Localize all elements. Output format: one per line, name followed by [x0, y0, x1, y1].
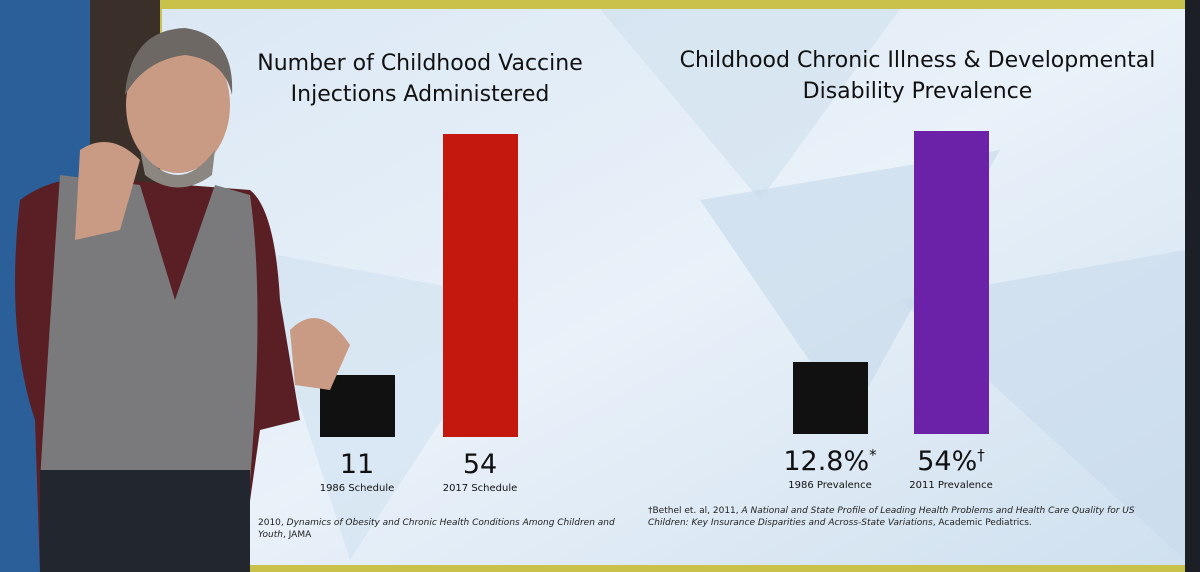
- value-label: 54%†: [881, 446, 1021, 477]
- footnote-part: Dynamics of Obesity and Chronic Health C…: [258, 518, 615, 540]
- footnote-part: , Academic Pediatrics.: [932, 518, 1032, 528]
- value-label: 12.8%*: [760, 446, 900, 477]
- chart-title: Number of Childhood Vaccine Injections A…: [257, 51, 583, 107]
- chart-title: Childhood Chronic Illness & Developmenta…: [679, 48, 1156, 104]
- bar: [792, 362, 868, 434]
- footnote-part: †Bethel et. al, 2011,: [648, 506, 742, 516]
- value-label-text: 12.8%: [783, 446, 870, 477]
- footnote-part: 2010,: [258, 518, 287, 528]
- value-label: 54: [410, 449, 550, 480]
- value-label-text: 11: [339, 449, 375, 480]
- bar: [913, 131, 989, 434]
- footnote-marker: *: [869, 446, 877, 464]
- footnote: 2010, Dynamics of Obesity and Chronic He…: [258, 517, 638, 541]
- category-label: 2011 Prevalence: [909, 480, 993, 491]
- footnote-part: , JAMA: [282, 530, 312, 540]
- category-label: 2017 Schedule: [442, 483, 518, 494]
- footnote: †Bethel et. al, 2011, A National and Sta…: [648, 505, 1148, 529]
- value-label-text: 54: [462, 449, 498, 480]
- bar: [319, 375, 395, 437]
- footnote-marker: †: [977, 446, 985, 464]
- footnote-part: A National and State Profile of Leading …: [648, 506, 1135, 528]
- value-label-text: 54%: [917, 446, 978, 477]
- value-label: 11: [287, 449, 427, 480]
- bar: [442, 134, 518, 437]
- category-label: 1986 Schedule: [319, 483, 395, 494]
- category-label: 1986 Prevalence: [788, 480, 872, 491]
